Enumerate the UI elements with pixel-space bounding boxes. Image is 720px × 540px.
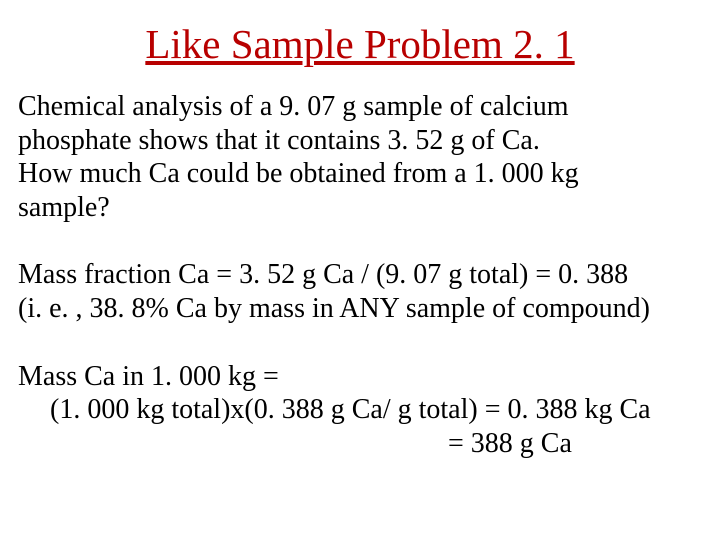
slide: Like Sample Problem 2. 1 Chemical analys… — [0, 0, 720, 540]
spacer-2 — [18, 326, 702, 360]
problem-line-1: Chemical analysis of a 9. 07 g sample of… — [18, 90, 702, 124]
result-line-2: (1. 000 kg total)x(0. 388 g Ca/ g total)… — [18, 393, 702, 427]
problem-line-4: sample? — [18, 191, 702, 225]
problem-line-3: How much Ca could be obtained from a 1. … — [18, 157, 702, 191]
massfrac-line-2: (i. e. , 38. 8% Ca by mass in ANY sample… — [18, 292, 702, 326]
massfrac-line-1: Mass fraction Ca = 3. 52 g Ca / (9. 07 g… — [18, 258, 702, 292]
slide-title: Like Sample Problem 2. 1 — [18, 20, 702, 68]
problem-line-2: phosphate shows that it contains 3. 52 g… — [18, 124, 702, 158]
spacer-1 — [18, 224, 702, 258]
slide-body: Chemical analysis of a 9. 07 g sample of… — [18, 90, 702, 460]
result-line-1: Mass Ca in 1. 000 kg = — [18, 360, 702, 394]
result-line-3: = 388 g Ca — [18, 427, 702, 461]
